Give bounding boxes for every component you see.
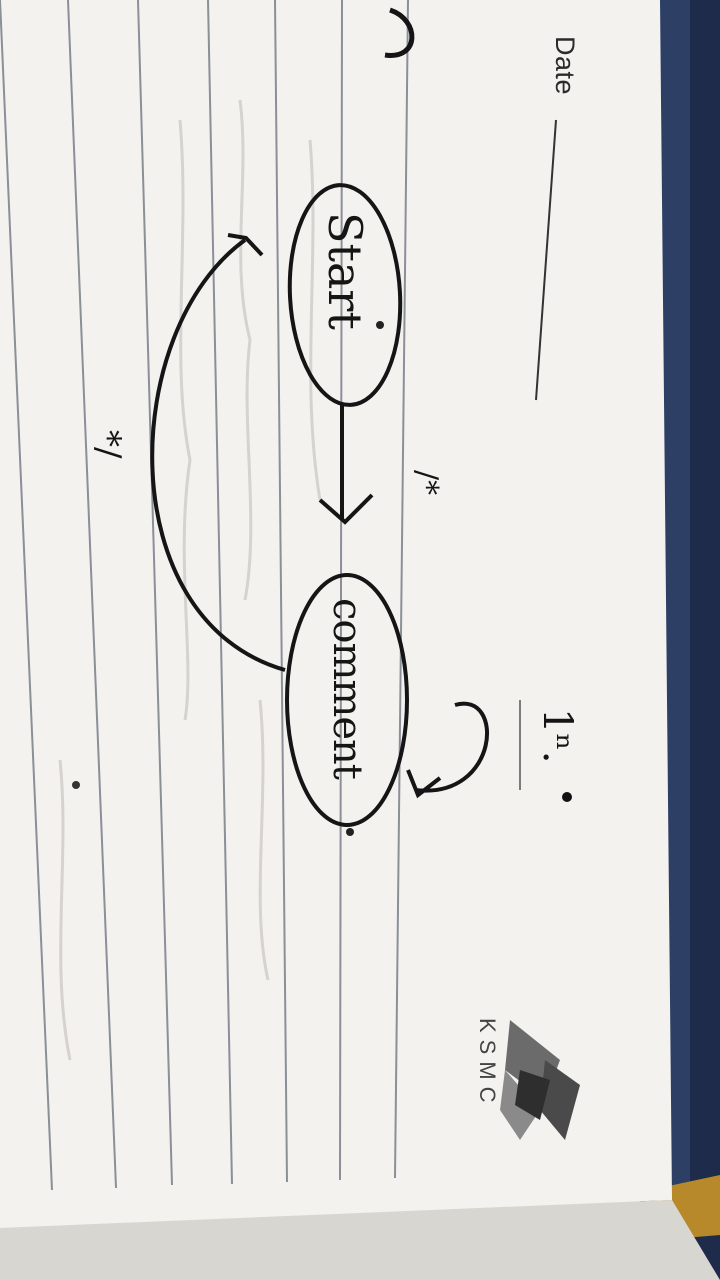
date-underline [535, 119, 557, 401]
heading-mark: 1ⁿ. [534, 708, 580, 764]
state-start-label: Start [318, 212, 372, 330]
ink-dot [72, 781, 80, 789]
state-start-oval [287, 183, 403, 407]
self-loop-comment [414, 701, 489, 793]
ruled-line [0, 0, 53, 1191]
edge-label-bottom: */ [88, 430, 128, 459]
ink-dot [346, 828, 354, 836]
ruled-line [339, 0, 343, 1181]
date-label: Date [550, 36, 580, 96]
margin-bracket [384, 7, 415, 58]
ruled-line [137, 0, 173, 1186]
ksmc-logo-icon [500, 1020, 580, 1140]
state-comment-label: comment [324, 598, 370, 779]
arrowhead-icon [406, 769, 442, 799]
ruled-line [67, 0, 117, 1189]
ruled-lines [0, 0, 409, 1191]
ink-dot [376, 321, 384, 329]
ruled-line [207, 0, 233, 1185]
arrowhead-icon [227, 233, 264, 257]
notebook-page [0, 0, 672, 1228]
arrowhead-icon [318, 493, 374, 525]
fabric-shadow [690, 0, 720, 1280]
ruled-line [394, 0, 409, 1179]
bleed-through-writing [58, 99, 322, 1061]
state-comment-oval [285, 573, 409, 827]
edge-label-top: /* [409, 470, 444, 496]
page-bottom-edge [0, 1200, 720, 1280]
transition-arc-comment-to-start [150, 238, 286, 672]
brand-name: KSMC [475, 1018, 500, 1110]
ink-dot [562, 792, 572, 802]
ruled-line [274, 0, 288, 1183]
